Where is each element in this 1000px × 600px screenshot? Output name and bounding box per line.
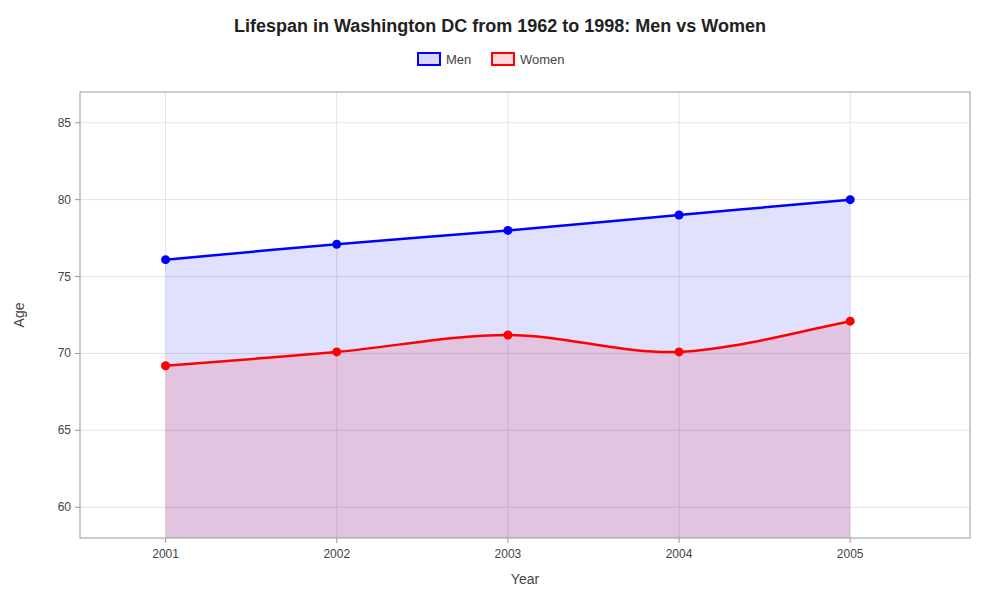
y-tick-label: 70 [58,346,72,360]
x-tick [850,538,851,543]
point-marker [332,240,341,249]
y-tick [75,276,80,277]
plot-area [161,195,855,538]
x-tick [679,538,680,543]
x-tick-label: 2001 [152,547,179,561]
lines [166,200,851,366]
point-marker [503,330,512,339]
legend-label: Men [446,52,471,67]
x-axis-label: Year [511,571,540,587]
point-marker [161,361,170,370]
y-tick [75,430,80,431]
chart-title: Lifespan in Washington DC from 1962 to 1… [234,16,766,36]
x-tick-label: 2002 [323,547,350,561]
y-tick [75,353,80,354]
point-marker [503,226,512,235]
y-tick-label: 65 [58,423,72,437]
y-tick [75,507,80,508]
point-marker [161,255,170,264]
grid [80,92,970,538]
point-marker [846,317,855,326]
series-area [166,321,851,538]
areas [166,200,851,538]
x-tick-label: 2004 [666,547,693,561]
series-line [166,200,851,260]
series-area [166,200,851,538]
y-axis-label: Age [11,302,27,327]
chart: 2001 2002 2003 2004 2005 60 65 70 75 80 85 Year Age L… [0,0,1000,600]
point-marker [675,211,684,220]
point-marker [675,347,684,356]
y-tick [75,122,80,123]
legend-swatch [492,53,514,65]
x-tick [507,538,508,543]
x-tick-label: 2003 [495,547,522,561]
x-tick-label: 2005 [837,547,864,561]
plot-frame [80,92,970,538]
markers [161,195,855,370]
legend-swatch [418,53,440,65]
y-grid-line [80,122,970,123]
legend-label: Women [520,52,565,67]
x-tick [165,538,166,543]
y-tick [75,199,80,200]
axes: 2001 2002 2003 2004 2005 60 65 70 75 80 85 [58,116,864,561]
y-tick-label: 75 [58,270,72,284]
y-tick-label: 60 [58,500,72,514]
point-marker [332,347,341,356]
x-tick [336,538,337,543]
legend: Men Women [418,52,565,67]
y-tick-label: 80 [58,193,72,207]
series-line [166,321,851,366]
y-tick-label: 85 [58,116,72,130]
point-marker [846,195,855,204]
